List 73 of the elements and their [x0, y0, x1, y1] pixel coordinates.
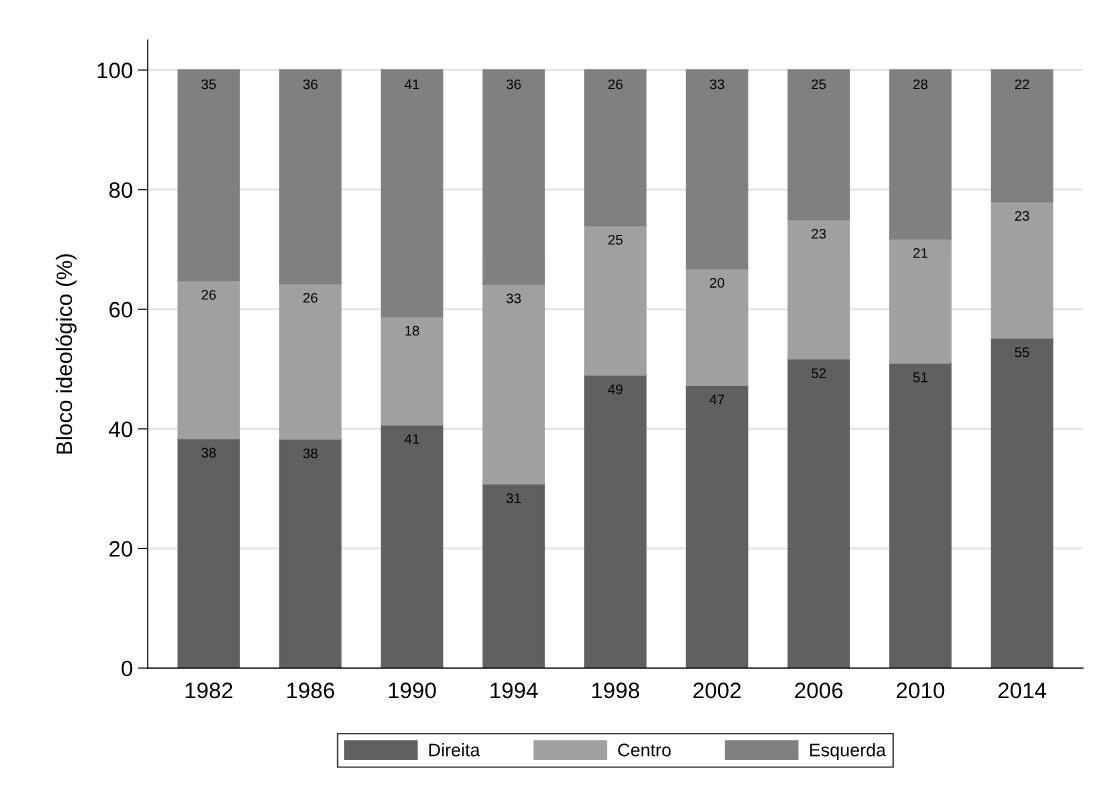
y-tick-label: 0	[121, 660, 133, 677]
data-label: 26	[608, 79, 623, 90]
data-label: 35	[201, 79, 216, 90]
data-label: 47	[709, 394, 725, 405]
data-label: 28	[913, 79, 928, 90]
data-label: 49	[607, 384, 623, 395]
data-label: 33	[709, 79, 725, 90]
bar	[685, 384, 749, 669]
x-tick-label: 1990	[389, 682, 436, 699]
bar	[380, 69, 444, 318]
data-label: 36	[303, 79, 318, 90]
y-axis-title: Bloco ideológico (%)	[55, 254, 77, 454]
data-label: 55	[1014, 347, 1030, 358]
data-label: 26	[201, 289, 216, 300]
y-tick-label: 40	[108, 421, 133, 438]
bar	[279, 438, 342, 669]
x-tick-label: 2006	[795, 682, 843, 699]
data-label: 41	[404, 434, 420, 444]
data-label: 18	[405, 325, 420, 336]
data-label: 25	[608, 234, 623, 245]
bar	[380, 423, 444, 669]
y-tick-label: 100	[97, 62, 133, 79]
data-label: 31	[506, 493, 521, 504]
bar	[990, 337, 1054, 669]
bar	[177, 279, 240, 440]
y-tick-label: 60	[109, 301, 133, 318]
x-tick-label: 2010	[896, 682, 945, 699]
legend-label: Direita	[429, 743, 481, 757]
x-tick-label: 1986	[287, 682, 335, 699]
bar	[279, 282, 342, 440]
bar	[685, 267, 749, 386]
bar	[482, 69, 545, 285]
data-label: 41	[404, 79, 420, 90]
bar	[990, 69, 1054, 203]
x-tick-label: 1994	[490, 682, 538, 699]
data-label: 22	[1015, 79, 1030, 90]
bar	[685, 69, 749, 270]
data-label: 33	[506, 293, 521, 304]
data-label: 20	[710, 277, 725, 288]
x-tick-label: 2014	[998, 682, 1047, 699]
y-tick-label: 80	[109, 182, 133, 198]
bar	[584, 224, 647, 376]
data-label: 38	[303, 448, 318, 459]
data-label: 36	[506, 79, 521, 90]
legend-label: Esquerda	[810, 743, 886, 760]
bar	[380, 315, 444, 426]
data-label: 21	[913, 248, 928, 258]
x-tick-label: 1998	[592, 682, 640, 699]
bar	[279, 69, 342, 285]
bar	[177, 437, 240, 669]
legend-label: Centro	[618, 743, 671, 757]
bar	[889, 69, 952, 240]
bar	[482, 283, 545, 485]
bar	[889, 362, 952, 669]
data-label: 23	[1015, 210, 1030, 221]
data-label: 38	[201, 447, 216, 458]
bar	[584, 69, 647, 227]
bar	[787, 218, 850, 360]
bar	[990, 200, 1054, 339]
y-tick-label: 20	[109, 541, 133, 557]
data-label: 52	[811, 368, 826, 379]
bar	[177, 69, 240, 282]
x-tick-label: 1982	[185, 682, 233, 699]
bar	[889, 238, 952, 364]
data-label: 26	[303, 292, 318, 303]
bar	[584, 374, 647, 669]
bar	[787, 358, 850, 669]
bar	[787, 69, 850, 221]
bar	[482, 483, 545, 669]
data-label: 51	[913, 372, 928, 383]
x-tick-label: 2002	[693, 682, 741, 699]
data-label: 23	[811, 228, 826, 239]
data-label: 25	[811, 79, 826, 90]
